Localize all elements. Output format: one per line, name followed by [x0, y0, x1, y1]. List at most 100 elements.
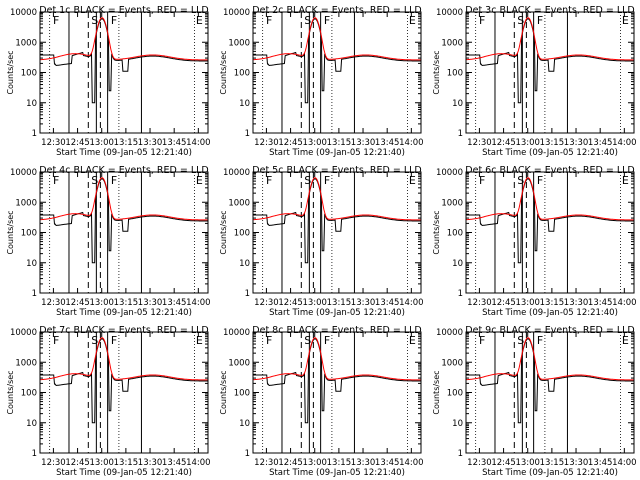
x-tick-label: 13:00	[89, 138, 114, 148]
x-tick-label: 13:15	[540, 298, 565, 308]
y-axis-label: Counts/sec	[219, 370, 228, 414]
y-tick-label: 10	[452, 419, 463, 429]
interval-label: S	[91, 334, 98, 347]
series-lld-line	[252, 177, 421, 221]
y-axis-label: Counts/sec	[219, 50, 228, 94]
y-tick-label: 10000	[436, 328, 463, 338]
interval-label: F	[479, 334, 485, 347]
x-axis-label: Start Time (09-Jan-05 12:21:40)	[269, 308, 405, 318]
x-tick-label: 13:15	[114, 458, 139, 468]
y-tick-label: 100	[21, 229, 37, 239]
x-tick-label: 13:45	[162, 138, 187, 148]
x-tick-label: 12:45	[491, 298, 516, 308]
chart-title: Det 7c BLACK = Events, RED = LLD	[39, 325, 208, 336]
interval-label: F	[53, 334, 59, 347]
x-axis-label: Start Time (09-Jan-05 12:21:40)	[482, 148, 618, 158]
x-tick-label: 13:30	[138, 138, 163, 148]
y-tick-label: 10	[239, 259, 250, 269]
y-tick-label: 1	[32, 449, 37, 459]
x-tick-label: 12:30	[467, 458, 492, 468]
interval-label: F	[266, 174, 272, 187]
x-tick-label: 12:30	[254, 458, 279, 468]
interval-label: S	[91, 174, 98, 187]
x-tick-label: 13:15	[114, 298, 139, 308]
y-tick-label: 100	[234, 69, 250, 79]
x-tick-label: 13:00	[515, 138, 540, 148]
x-tick-label: 12:45	[65, 458, 90, 468]
interval-label: E	[196, 174, 203, 187]
y-tick-label: 1	[32, 129, 37, 139]
chart-title: Det 1c BLACK = Events, RED = LLD	[39, 5, 208, 16]
plot-frame	[465, 331, 635, 454]
interval-label: F	[537, 174, 543, 187]
y-tick-label: 1	[458, 449, 463, 459]
x-tick-label: 13:00	[89, 298, 114, 308]
x-tick-label: 14:00	[612, 298, 637, 308]
y-axis-label: Counts/sec	[6, 370, 15, 414]
y-tick-label: 10000	[223, 8, 250, 18]
x-tick-label: 13:00	[89, 458, 114, 468]
plot-frame	[39, 11, 209, 134]
x-axis-label: Start Time (09-Jan-05 12:21:40)	[269, 468, 405, 478]
interval-label: F	[266, 14, 272, 27]
interval-label: F	[324, 334, 330, 347]
interval-label: F	[111, 174, 117, 187]
x-tick-label: 12:45	[491, 138, 516, 148]
y-tick-label: 100	[234, 389, 250, 399]
x-tick-label: 14:00	[399, 138, 424, 148]
x-tick-label: 13:30	[351, 458, 376, 468]
interval-label: E	[622, 14, 629, 27]
x-tick-label: 13:30	[138, 298, 163, 308]
y-tick-label: 10000	[223, 168, 250, 178]
x-tick-label: 13:45	[375, 458, 400, 468]
interval-label: E	[622, 174, 629, 187]
x-tick-label: 13:30	[138, 458, 163, 468]
interval-label: F	[537, 334, 543, 347]
plot-frame	[252, 331, 422, 454]
interval-label: E	[622, 334, 629, 347]
x-tick-label: 13:45	[375, 138, 400, 148]
interval-label: F	[53, 14, 59, 27]
x-tick-label: 13:45	[588, 298, 613, 308]
interval-label: F	[324, 174, 330, 187]
series-lld-line	[465, 17, 634, 61]
y-axis-label: Counts/sec	[6, 210, 15, 254]
x-tick-label: 13:30	[564, 298, 589, 308]
x-tick-label: 13:45	[588, 458, 613, 468]
y-axis-label: Counts/sec	[432, 370, 441, 414]
y-axis-label: Counts/sec	[219, 210, 228, 254]
y-tick-label: 10000	[223, 328, 250, 338]
x-tick-label: 13:15	[540, 458, 565, 468]
series-events-line	[40, 18, 208, 104]
x-tick-label: 13:00	[302, 458, 327, 468]
x-tick-label: 13:30	[564, 138, 589, 148]
series-events-line	[253, 338, 421, 424]
y-tick-label: 100	[447, 229, 463, 239]
y-tick-label: 1000	[441, 358, 463, 368]
y-tick-label: 10000	[436, 8, 463, 18]
x-tick-label: 12:45	[65, 298, 90, 308]
series-events-line	[466, 338, 634, 424]
x-tick-label: 14:00	[186, 138, 211, 148]
x-tick-label: 13:15	[114, 138, 139, 148]
y-tick-label: 10	[26, 419, 37, 429]
x-tick-label: 13:15	[327, 458, 352, 468]
interval-label: F	[537, 14, 543, 27]
x-tick-label: 13:15	[327, 138, 352, 148]
y-tick-label: 10000	[10, 168, 37, 178]
y-tick-label: 1000	[15, 38, 37, 48]
x-tick-label: 12:30	[467, 298, 492, 308]
series-lld-line	[465, 337, 634, 381]
interval-label: E	[196, 14, 203, 27]
y-tick-label: 1000	[228, 358, 250, 368]
series-events-line	[253, 18, 421, 104]
x-tick-label: 13:45	[162, 298, 187, 308]
x-tick-label: 12:45	[491, 458, 516, 468]
x-tick-label: 13:45	[588, 138, 613, 148]
x-tick-label: 13:15	[327, 298, 352, 308]
interval-label: S	[517, 334, 524, 347]
